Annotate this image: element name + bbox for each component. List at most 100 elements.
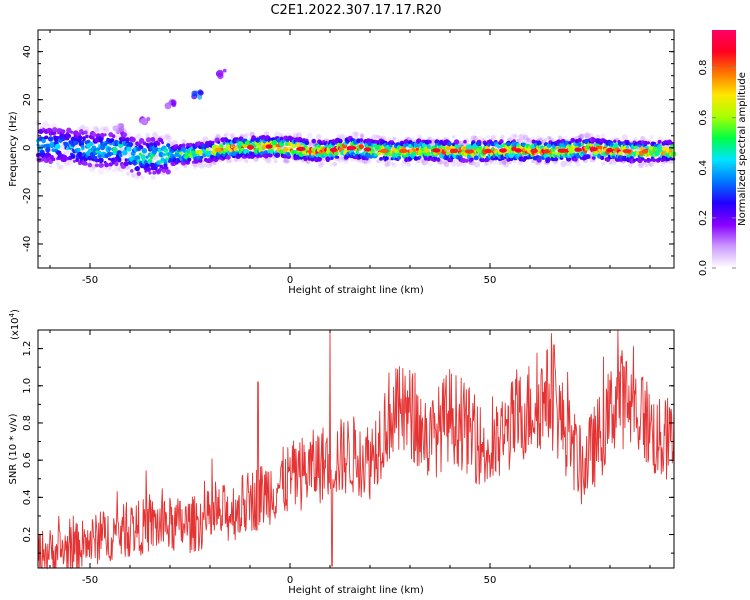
spectrogram-cell <box>103 133 107 137</box>
spectrogram-cell <box>141 163 145 167</box>
spectrogram-cell <box>525 140 530 146</box>
spectrogram-cell <box>219 143 224 149</box>
spectrogram-cell <box>600 133 606 139</box>
spectrogram-cell <box>181 138 187 144</box>
spectrogram-cell <box>124 158 128 162</box>
spectrogram-cell <box>70 130 74 134</box>
spectrogram-cell <box>530 148 538 154</box>
spectrogram-cell <box>205 147 209 152</box>
spectrogram-cell <box>265 144 273 149</box>
spectrogram-cell <box>128 141 132 145</box>
spectrogram-cell <box>412 151 418 157</box>
spectrogram-cell <box>228 158 233 163</box>
spectrogram-cell <box>83 161 88 166</box>
spectrogram-cell <box>384 156 389 161</box>
spectrogram-cell <box>329 147 338 153</box>
spectrogram-cell <box>92 125 99 132</box>
spectrogram-cell <box>165 148 169 152</box>
spectrogram-cell <box>217 141 221 144</box>
spectrogram-cell <box>338 138 343 144</box>
spectrogram-cell <box>311 138 317 144</box>
spectrogram-cell <box>621 134 628 141</box>
spectrogram-cell <box>585 135 589 140</box>
spectrogram-cell <box>49 143 55 149</box>
spectrogram-cell <box>112 125 119 132</box>
spectrogram-cell <box>644 145 650 150</box>
spectrogram-cell <box>146 167 152 172</box>
spectrogram-cell <box>139 138 145 144</box>
spectrogram-cell <box>580 142 585 146</box>
spectrogram-cell <box>51 123 57 128</box>
spectrogram-cell <box>198 90 204 96</box>
spectrogram-cell <box>184 165 188 169</box>
spectrogram-cell <box>130 169 134 173</box>
spectrogram-cell <box>499 148 507 153</box>
spectrogram-cell <box>661 146 666 151</box>
spectrogram-cell <box>336 155 340 159</box>
spectrogram-cell <box>471 161 476 166</box>
spectrogram-cell <box>570 137 576 143</box>
spectrogram-cell <box>81 145 85 149</box>
spectrogram-cell <box>527 138 532 143</box>
spectrogram-cell <box>535 135 542 141</box>
spectrogram-cell <box>51 157 56 162</box>
spectrogram-cell <box>625 145 630 149</box>
spectrogram-cell <box>417 134 423 140</box>
spectrogram-cell <box>454 139 460 145</box>
spectrogram-cell <box>150 137 156 142</box>
spectrogram-cell <box>95 129 100 135</box>
spectrogram-cell <box>286 160 290 164</box>
spectrogram-cell <box>669 148 673 153</box>
spectrogram-cell <box>316 134 322 140</box>
spectrogram-cell <box>125 171 131 176</box>
spectrogram-cell <box>191 90 198 97</box>
spectrogram-cell <box>52 127 58 133</box>
spectrogram-cell <box>108 157 111 161</box>
spectrogram-cell <box>517 160 523 166</box>
spectrogram-cell <box>512 133 518 139</box>
spectrogram-cell <box>354 135 359 140</box>
spectrogram-cell <box>525 137 530 142</box>
spectrogram-cell <box>339 133 346 140</box>
spectrogram-cell <box>105 166 112 172</box>
spectrogram-cell <box>543 138 548 142</box>
spectrogram-cell <box>573 157 578 162</box>
spectrogram-cell <box>575 161 581 167</box>
spectrogram-cell <box>269 149 275 154</box>
colorbar-gradient <box>712 30 736 268</box>
spectrogram-cell <box>486 134 490 139</box>
spectrogram-cell <box>476 135 482 142</box>
spectrogram-cell <box>174 166 180 172</box>
x-tick-label: 0 <box>287 575 293 586</box>
spectrogram-cell <box>584 132 590 138</box>
spectrogram-cell <box>547 136 552 140</box>
spectrogram-cell <box>418 155 422 159</box>
spectrogram-cell <box>389 144 393 148</box>
spectrogram-cell <box>379 157 383 161</box>
colorbar-tick-label: 0.8 <box>698 60 709 76</box>
spectrogram-cell <box>152 170 157 175</box>
spectrogram-cell <box>592 156 596 160</box>
spectrogram-cell <box>359 138 363 142</box>
spectrogram-cell <box>385 163 389 167</box>
spectrogram-cell <box>53 131 57 135</box>
snr-panel: -50 0 50 0.2 0.4 0.6 0.8 1.0 1.2 Height of stra… <box>8 309 675 596</box>
spectrogram-cell <box>118 153 123 158</box>
spectrogram-cell <box>114 161 119 167</box>
spectrogram-cell <box>48 159 53 164</box>
spectrogram-cell <box>110 138 115 143</box>
spectrogram-cell <box>161 157 165 161</box>
y-tick-label: -20 <box>22 188 33 204</box>
spectrogram-cell <box>272 139 278 145</box>
spectrogram-cell <box>600 155 605 160</box>
spectrogram-cell <box>407 153 411 157</box>
y-tick-label: 0.2 <box>22 527 33 543</box>
spectrogram-cell <box>443 161 450 168</box>
spectrogram-cell <box>384 161 391 167</box>
spectrogram-cell <box>332 161 338 167</box>
spectrogram-cell <box>608 160 613 165</box>
y-tick-label: 1.0 <box>22 378 33 394</box>
spectrogram-cell <box>312 147 316 152</box>
spectrogram-cell <box>391 162 395 166</box>
spectrogram-cell <box>413 156 419 161</box>
